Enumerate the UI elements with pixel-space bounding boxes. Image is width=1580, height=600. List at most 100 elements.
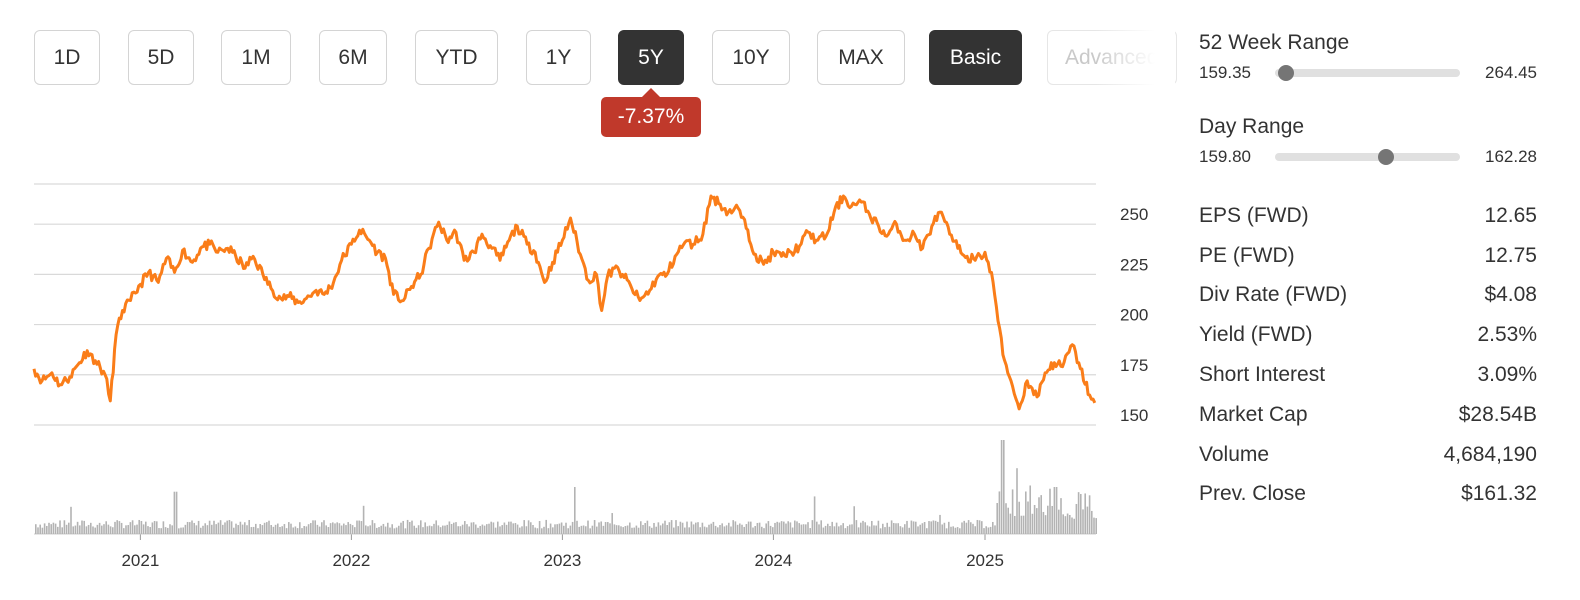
- volume-bar: [976, 519, 979, 534]
- volume-bar: [464, 521, 466, 534]
- range-button-5d[interactable]: 5D: [128, 30, 194, 85]
- volume-bar: [877, 520, 880, 534]
- volume-bar: [996, 503, 998, 534]
- day-range: Day Range 159.80 162.28: [1199, 112, 1537, 196]
- volume-bar: [145, 521, 147, 534]
- volume-bar: [798, 523, 800, 534]
- volume-bar: [776, 521, 778, 534]
- volume-bar: [534, 527, 536, 534]
- volume-bar: [112, 527, 114, 534]
- volume-bar: [57, 526, 59, 534]
- volume-bar: [699, 527, 701, 534]
- volume-bar: [206, 525, 209, 534]
- volume-bar: [283, 524, 286, 534]
- volume-bar: [1036, 508, 1038, 534]
- volume-bar: [791, 527, 794, 534]
- volume-bar: [290, 523, 292, 534]
- volume-bar: [48, 522, 50, 534]
- week52-range-track: [1275, 65, 1460, 81]
- volume-bar: [741, 524, 743, 534]
- volume-bar: [906, 520, 908, 534]
- volume-bar: [697, 522, 699, 534]
- volume-bar: [54, 523, 57, 534]
- range-button-6m[interactable]: 6M: [319, 30, 387, 85]
- volume-bar: [864, 522, 866, 534]
- volume-bar: [593, 520, 596, 534]
- volume-bar: [400, 522, 402, 534]
- volume-bar: [827, 523, 829, 534]
- stat-value: $161.32: [1461, 482, 1537, 506]
- volume-bar: [532, 525, 534, 534]
- volume-bar: [160, 528, 162, 534]
- volume-bar: [472, 522, 475, 534]
- volume-bar: [912, 521, 915, 534]
- volume-bar: [618, 525, 620, 534]
- volume-bar: [600, 521, 602, 534]
- volume-bar: [274, 524, 277, 534]
- volume-bar: [842, 523, 844, 534]
- volume-bar: [591, 525, 594, 534]
- volume-bar: [558, 523, 561, 534]
- volume-bar: [391, 524, 393, 534]
- volume-bar: [1009, 513, 1012, 534]
- volume-bar: [1014, 515, 1016, 534]
- advanced-view-button[interactable]: Advanced: [1047, 30, 1177, 85]
- volume-bar: [677, 526, 679, 534]
- volume-bar: [235, 523, 237, 534]
- volume-bar: [398, 525, 400, 534]
- volume-bar: [963, 520, 965, 534]
- volume-bar: [541, 528, 543, 534]
- volume-bar: [1018, 501, 1020, 534]
- volume-bar: [613, 524, 616, 534]
- volume-bar: [510, 521, 512, 534]
- range-button-1y[interactable]: 1Y: [526, 30, 591, 85]
- volume-bar: [208, 520, 211, 534]
- volume-bar: [164, 527, 167, 534]
- volume-bar: [393, 528, 396, 534]
- volume-bar: [1027, 501, 1029, 534]
- volume-bar: [754, 526, 756, 534]
- range-button-max[interactable]: MAX: [817, 30, 905, 85]
- volume-bar: [294, 526, 297, 534]
- volume-bar: [380, 525, 382, 534]
- volume-bar: [926, 528, 928, 534]
- range-button-1d[interactable]: 1D: [34, 30, 100, 85]
- range-button-1m[interactable]: 1M: [221, 30, 291, 85]
- volume-bar: [899, 526, 902, 534]
- volume-bar: [417, 525, 420, 534]
- stat-label: Div Rate (FWD): [1199, 283, 1348, 307]
- volume-bar: [811, 520, 814, 534]
- volume-bar: [523, 520, 525, 534]
- range-button-ytd[interactable]: YTD: [415, 30, 498, 85]
- volume-bar: [499, 526, 501, 534]
- volume-bar: [739, 523, 741, 534]
- range-button-5y[interactable]: 5Y: [618, 30, 684, 85]
- volume-bar: [167, 527, 169, 534]
- day-high: 162.28: [1485, 147, 1537, 166]
- volume-bar: [239, 521, 242, 534]
- range-button-10y[interactable]: 10Y: [712, 30, 790, 85]
- volume-bar: [389, 527, 391, 534]
- volume-bar: [1005, 503, 1007, 534]
- volume-bar: [923, 522, 926, 534]
- volume-bar: [1031, 513, 1034, 534]
- volume-bar: [556, 524, 558, 534]
- basic-view-button[interactable]: Basic: [929, 30, 1022, 85]
- volume-bar: [587, 520, 589, 534]
- volume-bar: [596, 526, 598, 534]
- volume-bar: [767, 521, 770, 534]
- volume-bar: [565, 522, 567, 534]
- volume-bar: [1075, 503, 1078, 534]
- volume-bar: [549, 523, 552, 534]
- volume-bar: [76, 521, 79, 534]
- volume-bar: [701, 522, 704, 534]
- volume-bar: [1095, 518, 1097, 534]
- volume-bar: [347, 522, 349, 534]
- volume-bar: [65, 524, 68, 534]
- volume-bar: [459, 526, 462, 534]
- volume-bar: [103, 524, 105, 534]
- volume-bar: [761, 526, 763, 534]
- volume-bar: [1069, 514, 1071, 534]
- volume-bar: [125, 525, 127, 534]
- volume-bar: [871, 520, 873, 534]
